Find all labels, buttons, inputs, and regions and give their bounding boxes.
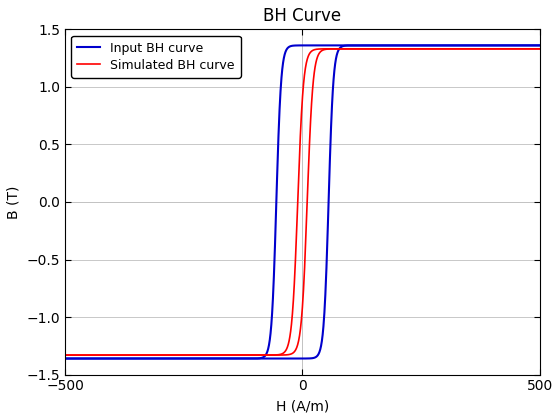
Simulated BH curve xyxy=(244,352,250,357)
Input BH curve xyxy=(528,43,534,48)
Simulated BH curve xyxy=(476,46,483,51)
Simulated BH curve xyxy=(536,46,543,51)
Legend: Input BH curve, Simulated BH curve: Input BH curve, Simulated BH curve xyxy=(71,36,241,78)
Line: Simulated BH curve: Simulated BH curve xyxy=(65,49,540,355)
Title: BH Curve: BH Curve xyxy=(263,7,342,25)
Input BH curve xyxy=(244,356,250,361)
Simulated BH curve xyxy=(144,352,151,357)
Input BH curve xyxy=(476,43,483,48)
X-axis label: H (A/m): H (A/m) xyxy=(276,399,329,413)
Simulated BH curve xyxy=(403,46,409,51)
Simulated BH curve xyxy=(62,352,68,357)
Y-axis label: B (T): B (T) xyxy=(7,185,21,219)
Simulated BH curve xyxy=(264,352,271,357)
Input BH curve xyxy=(144,356,151,361)
Line: Input BH curve: Input BH curve xyxy=(65,45,540,359)
Input BH curve xyxy=(116,356,123,361)
Simulated BH curve xyxy=(528,46,534,51)
Simulated BH curve xyxy=(116,352,123,357)
Input BH curve xyxy=(363,43,370,48)
Input BH curve xyxy=(536,43,543,48)
Input BH curve xyxy=(62,356,68,361)
Input BH curve xyxy=(264,348,271,353)
